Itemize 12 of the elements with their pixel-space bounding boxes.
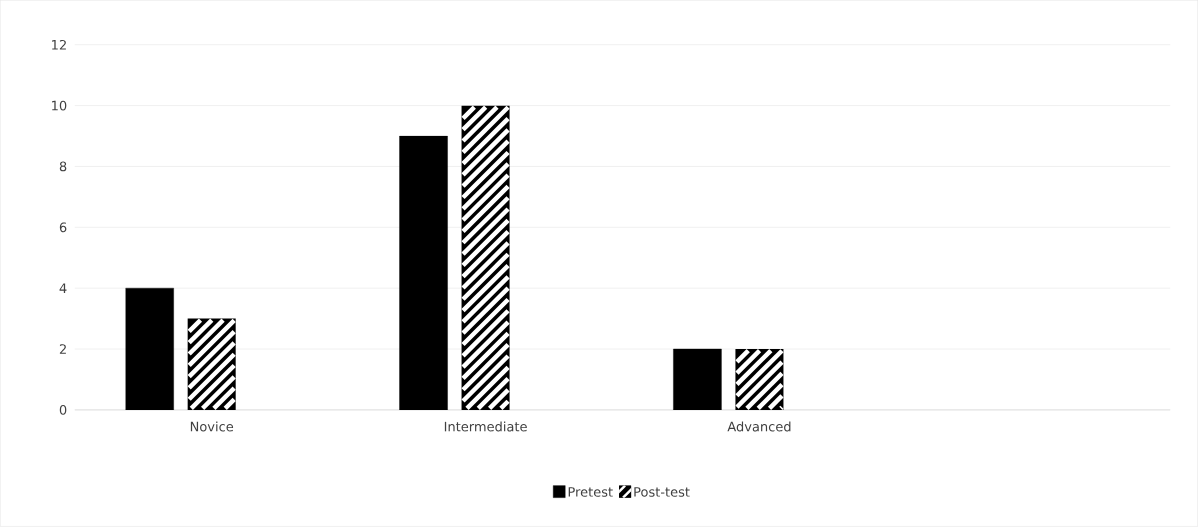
x-tick-label: Intermediate [444,421,527,432]
legend-label: Pretest [568,487,613,497]
x-tick-label: Advanced [727,421,791,432]
y-tick-label: 6 [59,222,67,233]
x-tick-label: Novice [190,421,234,432]
y-tick-label: 2 [59,344,66,355]
y-tick-label: 12 [52,40,66,50]
y-tick-label: 8 [59,161,67,172]
y-tick-label: 10 [52,100,67,111]
y-tick-label: 4 [59,283,67,294]
y-tick-label: 0 [59,405,67,415]
legend-label: Post-test [634,487,690,497]
